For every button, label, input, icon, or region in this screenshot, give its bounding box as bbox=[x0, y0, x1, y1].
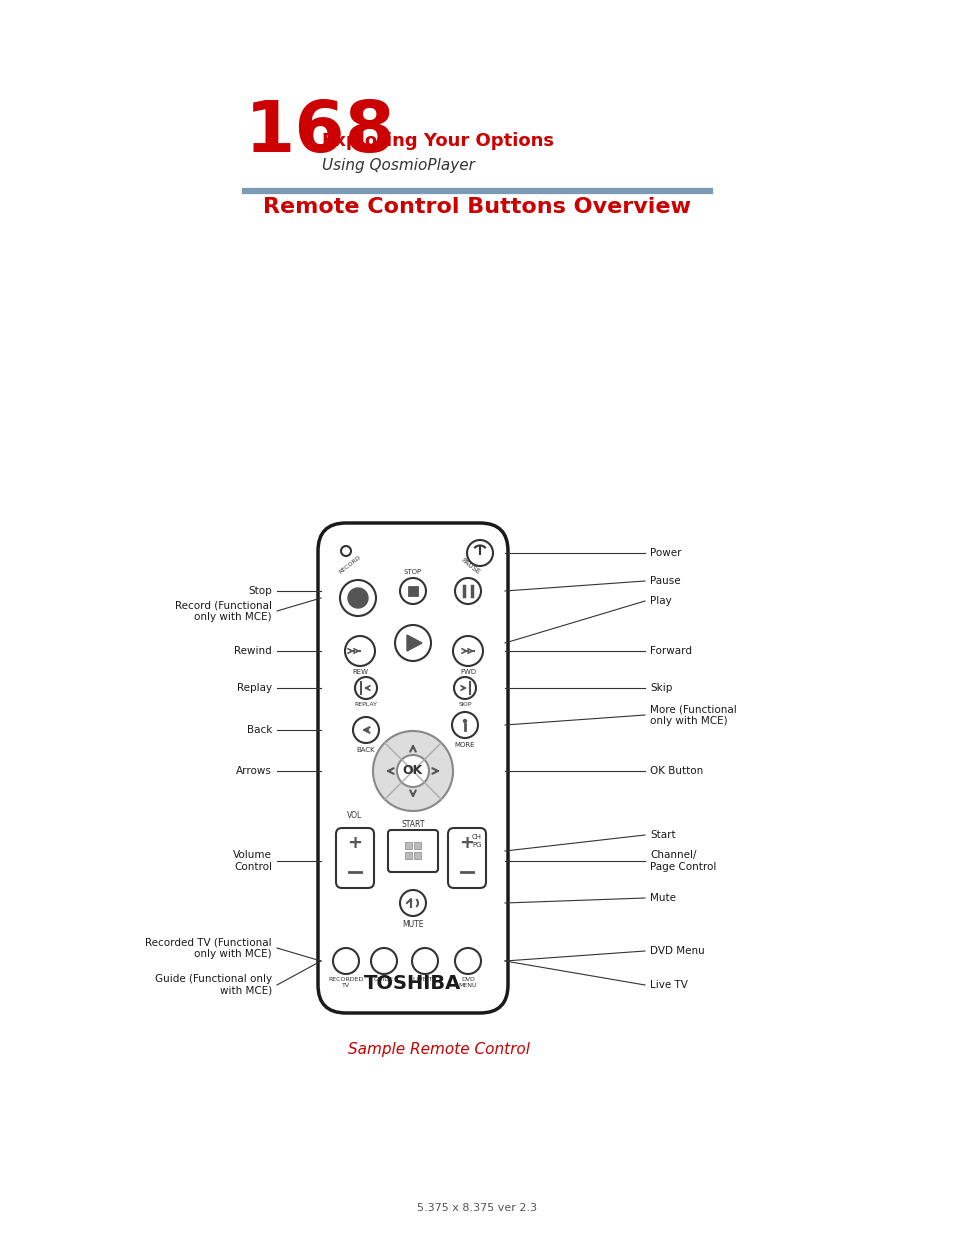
Circle shape bbox=[455, 578, 480, 604]
Circle shape bbox=[371, 948, 396, 974]
Text: Sample Remote Control: Sample Remote Control bbox=[348, 1042, 530, 1057]
Text: CH: CH bbox=[472, 834, 481, 840]
Circle shape bbox=[454, 677, 476, 699]
Circle shape bbox=[395, 625, 431, 661]
Polygon shape bbox=[407, 635, 421, 651]
Text: Pause: Pause bbox=[649, 576, 679, 585]
Text: OK Button: OK Button bbox=[649, 766, 702, 776]
Bar bbox=[405, 852, 412, 860]
Text: Replay: Replay bbox=[236, 683, 272, 693]
Text: Power: Power bbox=[649, 548, 680, 558]
Text: Arrows: Arrows bbox=[236, 766, 272, 776]
Circle shape bbox=[333, 948, 358, 974]
Circle shape bbox=[463, 720, 466, 722]
Text: More (Functional
only with MCE): More (Functional only with MCE) bbox=[649, 704, 736, 726]
Text: Back: Back bbox=[247, 725, 272, 735]
Circle shape bbox=[453, 636, 482, 666]
Text: START: START bbox=[401, 820, 424, 829]
Circle shape bbox=[452, 713, 477, 739]
Circle shape bbox=[340, 546, 351, 556]
Text: Guide (Functional only
with MCE): Guide (Functional only with MCE) bbox=[154, 974, 272, 995]
Text: VOL: VOL bbox=[347, 811, 362, 820]
Text: RECORD: RECORD bbox=[337, 555, 361, 576]
Text: 168: 168 bbox=[245, 98, 395, 167]
Circle shape bbox=[396, 755, 429, 787]
Text: Rewind: Rewind bbox=[234, 646, 272, 656]
Text: Mute: Mute bbox=[649, 893, 676, 903]
Text: Using QosmioPlayer: Using QosmioPlayer bbox=[322, 158, 475, 173]
Text: Exploring Your Options: Exploring Your Options bbox=[322, 132, 554, 149]
Bar bbox=[414, 842, 420, 848]
Text: Volume
Control: Volume Control bbox=[233, 850, 272, 872]
Text: Forward: Forward bbox=[649, 646, 691, 656]
Circle shape bbox=[373, 731, 453, 811]
Text: Live TV: Live TV bbox=[649, 981, 687, 990]
FancyBboxPatch shape bbox=[335, 827, 374, 888]
Text: MUTE: MUTE bbox=[402, 920, 423, 929]
Text: FWD: FWD bbox=[459, 669, 476, 676]
Text: Recorded TV (Functional
only with MCE): Recorded TV (Functional only with MCE) bbox=[145, 937, 272, 958]
Text: SKIP: SKIP bbox=[457, 701, 471, 706]
Bar bbox=[414, 852, 420, 860]
Circle shape bbox=[467, 540, 493, 566]
Text: TOSHIBA: TOSHIBA bbox=[364, 974, 461, 993]
Text: REW: REW bbox=[352, 669, 368, 676]
Text: MORE: MORE bbox=[455, 742, 475, 748]
Text: STOP: STOP bbox=[403, 569, 421, 576]
FancyBboxPatch shape bbox=[388, 830, 437, 872]
Text: RECORDED
TV: RECORDED TV bbox=[328, 977, 363, 988]
Text: +: + bbox=[347, 834, 362, 852]
Text: DVD Menu: DVD Menu bbox=[649, 946, 704, 956]
Circle shape bbox=[348, 588, 368, 608]
Circle shape bbox=[399, 890, 426, 916]
Text: Skip: Skip bbox=[649, 683, 672, 693]
Text: PG: PG bbox=[472, 842, 481, 848]
Bar bbox=[408, 585, 417, 597]
Circle shape bbox=[412, 948, 437, 974]
Bar bbox=[405, 842, 412, 848]
Text: LIVE TV: LIVE TV bbox=[413, 977, 436, 982]
Circle shape bbox=[355, 677, 376, 699]
Text: +: + bbox=[459, 834, 474, 852]
Text: PAUSE: PAUSE bbox=[459, 557, 480, 576]
Text: Remote Control Buttons Overview: Remote Control Buttons Overview bbox=[263, 198, 690, 217]
FancyBboxPatch shape bbox=[448, 827, 485, 888]
Text: OK: OK bbox=[402, 764, 423, 778]
Circle shape bbox=[455, 948, 480, 974]
Circle shape bbox=[353, 718, 378, 743]
Circle shape bbox=[345, 636, 375, 666]
FancyBboxPatch shape bbox=[317, 522, 507, 1013]
Text: Play: Play bbox=[649, 597, 671, 606]
Text: BACK: BACK bbox=[356, 747, 375, 753]
Text: GUIDE: GUIDE bbox=[374, 977, 394, 982]
Text: Start: Start bbox=[649, 830, 675, 840]
Text: Record (Functional
only with MCE): Record (Functional only with MCE) bbox=[174, 600, 272, 621]
Circle shape bbox=[339, 580, 375, 616]
Text: DVD
MENU: DVD MENU bbox=[458, 977, 476, 988]
Circle shape bbox=[399, 578, 426, 604]
Text: Channel/
Page Control: Channel/ Page Control bbox=[649, 850, 716, 872]
Text: Stop: Stop bbox=[248, 585, 272, 597]
Text: REPLAY: REPLAY bbox=[355, 701, 377, 706]
Text: 5.375 x 8.375 ver 2.3: 5.375 x 8.375 ver 2.3 bbox=[416, 1203, 537, 1213]
